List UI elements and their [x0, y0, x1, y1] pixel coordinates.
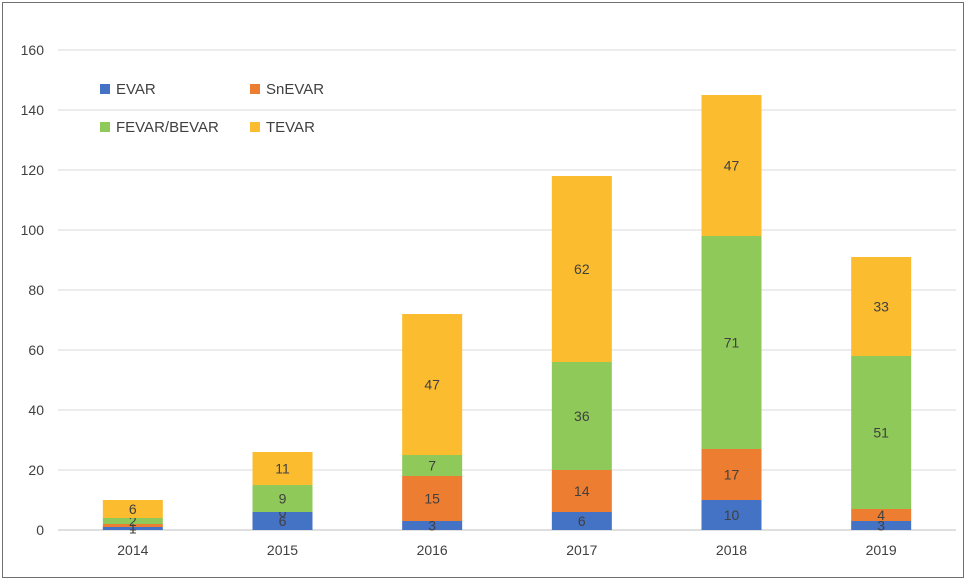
bar-segment: [851, 257, 912, 356]
data-label: 2: [129, 513, 137, 529]
bar-segment: [551, 362, 612, 470]
legend-swatch: [100, 84, 110, 94]
y-tick-label: 20: [28, 462, 44, 478]
bar-segment: [551, 176, 612, 362]
x-tick-label: 2017: [566, 542, 597, 558]
bar-segment: [701, 236, 762, 449]
legend-label: FEVAR/BEVAR: [116, 119, 219, 136]
bar-segment: [851, 521, 912, 530]
data-label: 36: [574, 408, 590, 424]
data-label: 47: [724, 158, 740, 174]
data-label: 6: [578, 513, 586, 529]
data-label: 15: [424, 491, 440, 507]
bar-segment: [402, 314, 463, 455]
bar-segment: [551, 512, 612, 530]
data-label: 9: [279, 491, 287, 507]
bar-segment: [252, 485, 313, 512]
bar-segment: [851, 509, 912, 521]
bar-segment: [252, 452, 313, 485]
data-label: 17: [724, 467, 740, 483]
legend: EVAR SnEVAR FEVAR/BEVAR TEVAR: [100, 81, 324, 136]
x-tick-label: 2019: [866, 542, 897, 558]
bar-segment: [402, 455, 463, 476]
bar-segment: [851, 356, 912, 509]
data-label: 4: [877, 507, 885, 523]
data-label: 7: [428, 458, 436, 474]
data-label: 47: [424, 377, 440, 393]
y-tick-label: 60: [28, 342, 44, 358]
x-tick-label: 2016: [417, 542, 448, 558]
data-label: 14: [574, 483, 590, 499]
legend-label: TEVAR: [266, 119, 315, 136]
data-label: 1: [129, 518, 137, 534]
y-tick-label: 80: [28, 282, 44, 298]
x-axis: 2014 2015 2016 2017 2018 2019: [117, 542, 897, 558]
bar-segment: [701, 95, 762, 236]
data-label: 62: [574, 261, 590, 277]
y-tick-label: 100: [21, 222, 45, 238]
bar-segment: [701, 500, 762, 530]
data-label: 33: [873, 299, 889, 315]
data-label: 6: [129, 501, 137, 517]
bar-segment: [102, 500, 163, 518]
y-tick-label: 140: [21, 102, 45, 118]
y-tick-label: 40: [28, 402, 44, 418]
gridlines: [58, 49, 956, 531]
legend-swatch: [250, 84, 260, 94]
bar-segment: [102, 527, 163, 530]
bar-segment: [551, 470, 612, 512]
legend-label: SnEVAR: [266, 81, 324, 98]
bars: 112660911315747614366210177147345133: [102, 95, 912, 537]
data-label: 10: [724, 507, 740, 523]
data-label: 1: [129, 521, 137, 537]
legend-label: EVAR: [116, 81, 156, 98]
bar-segment: [252, 512, 313, 530]
y-tick-label: 0: [36, 522, 44, 538]
legend-swatch: [100, 122, 110, 132]
bar-segment: [102, 518, 163, 524]
data-label: 3: [428, 518, 436, 534]
legend-swatch: [250, 122, 260, 132]
y-tick-label: 160: [21, 42, 45, 58]
y-tick-label: 120: [21, 162, 45, 178]
y-axis: 0 20 40 60 80 100 120 140 160: [21, 42, 45, 538]
x-tick-label: 2018: [716, 542, 747, 558]
x-tick-label: 2014: [117, 542, 148, 558]
data-label: 3: [877, 518, 885, 534]
data-label: 71: [724, 335, 740, 351]
bar-segment: [402, 476, 463, 521]
x-tick-label: 2015: [267, 542, 298, 558]
bar-segment: [102, 524, 163, 527]
bar-segment: [701, 449, 762, 500]
data-label: 6: [279, 513, 287, 529]
data-label: 11: [275, 461, 290, 477]
bar-segment: [402, 521, 463, 530]
data-label: 51: [873, 425, 889, 441]
